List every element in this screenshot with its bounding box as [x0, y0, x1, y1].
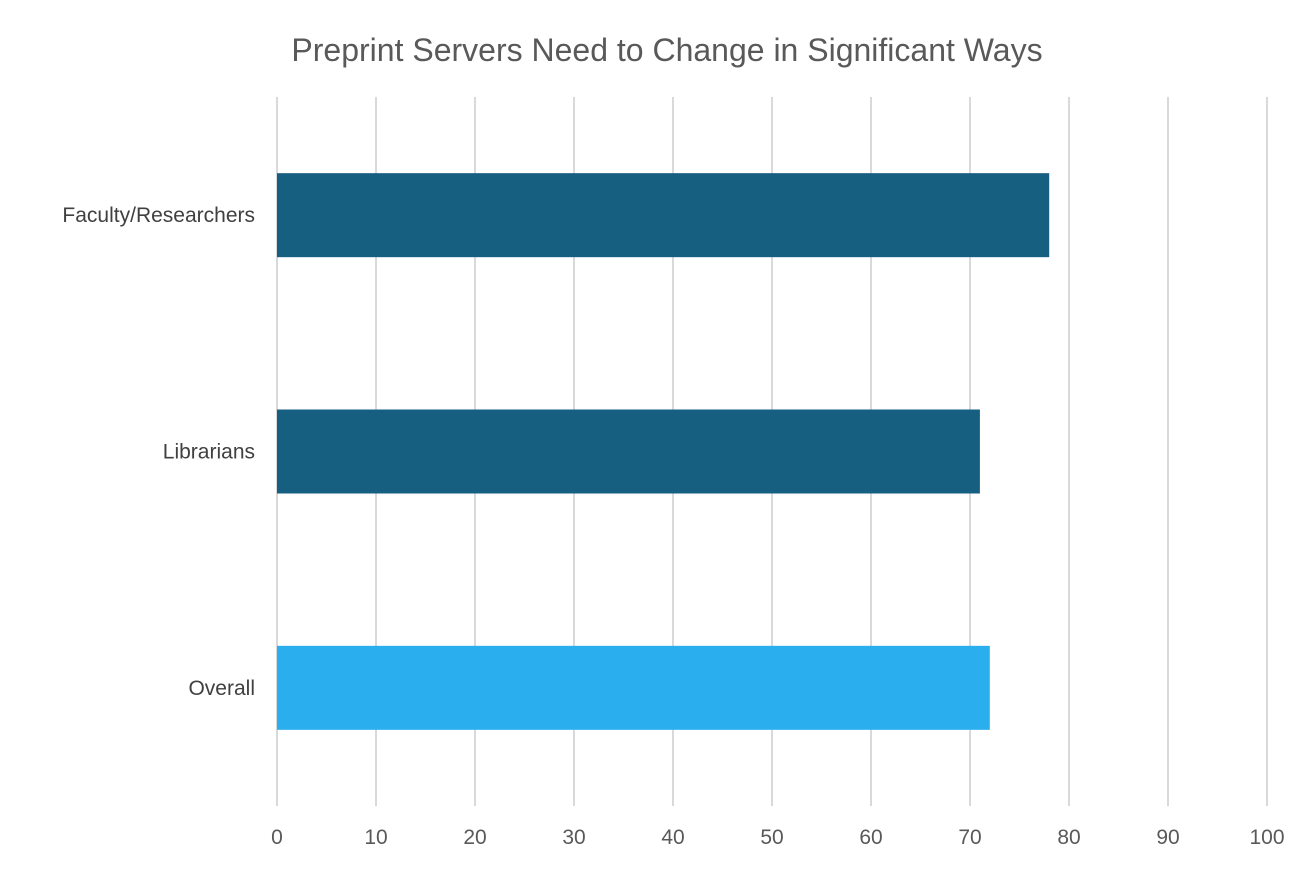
x-tick-labels: 0 10 20 30 40 50 60 70 80 90 100 [271, 826, 1284, 849]
category-label-overall: Overall [188, 677, 255, 700]
x-tick-label-40: 40 [661, 826, 684, 849]
x-tick-label-90: 90 [1156, 826, 1179, 849]
bar-overall [277, 645, 990, 730]
bar-faculty-researchers [277, 173, 1050, 258]
bars [277, 173, 1050, 730]
x-tick-label-30: 30 [562, 826, 585, 849]
category-label-faculty-researchers: Faculty/Researchers [62, 204, 255, 227]
category-label-librarians: Librarians [163, 441, 255, 464]
x-tick-label-50: 50 [760, 826, 783, 849]
x-tick-label-10: 10 [364, 826, 387, 849]
x-tick-label-70: 70 [958, 826, 981, 849]
x-tick-label-60: 60 [859, 826, 882, 849]
chart-title: Preprint Servers Need to Change in Signi… [291, 32, 1042, 68]
x-tick-label-80: 80 [1057, 826, 1080, 849]
bar-librarians [277, 409, 980, 494]
category-labels: Faculty/Researchers Librarians Overall [62, 204, 255, 700]
x-tick-label-100: 100 [1249, 826, 1284, 849]
x-tick-label-20: 20 [463, 826, 486, 849]
x-tick-label-0: 0 [271, 826, 283, 849]
